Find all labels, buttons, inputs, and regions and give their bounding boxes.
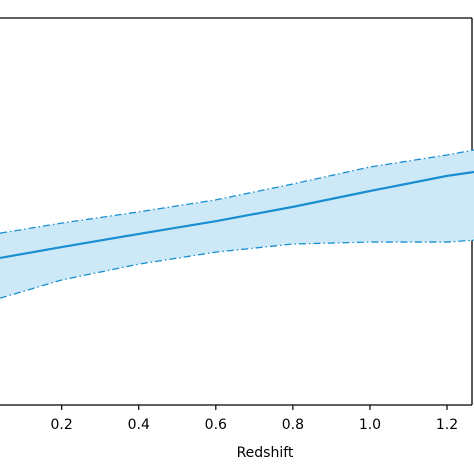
x-tick-label: 1.2: [436, 417, 458, 433]
confidence-band: [0, 149, 474, 299]
x-axis-label: Redshift: [237, 445, 294, 461]
x-tick-label: 1.0: [359, 417, 381, 433]
band-edge: [0, 149, 474, 234]
band-edge: [0, 239, 474, 299]
line: [0, 170, 474, 260]
x-tick-label: 0.8: [282, 417, 304, 433]
x-tick-label: 0.2: [51, 417, 73, 433]
x-tick-label: 0.4: [128, 417, 150, 433]
x-tick-label: 0.6: [205, 417, 227, 433]
